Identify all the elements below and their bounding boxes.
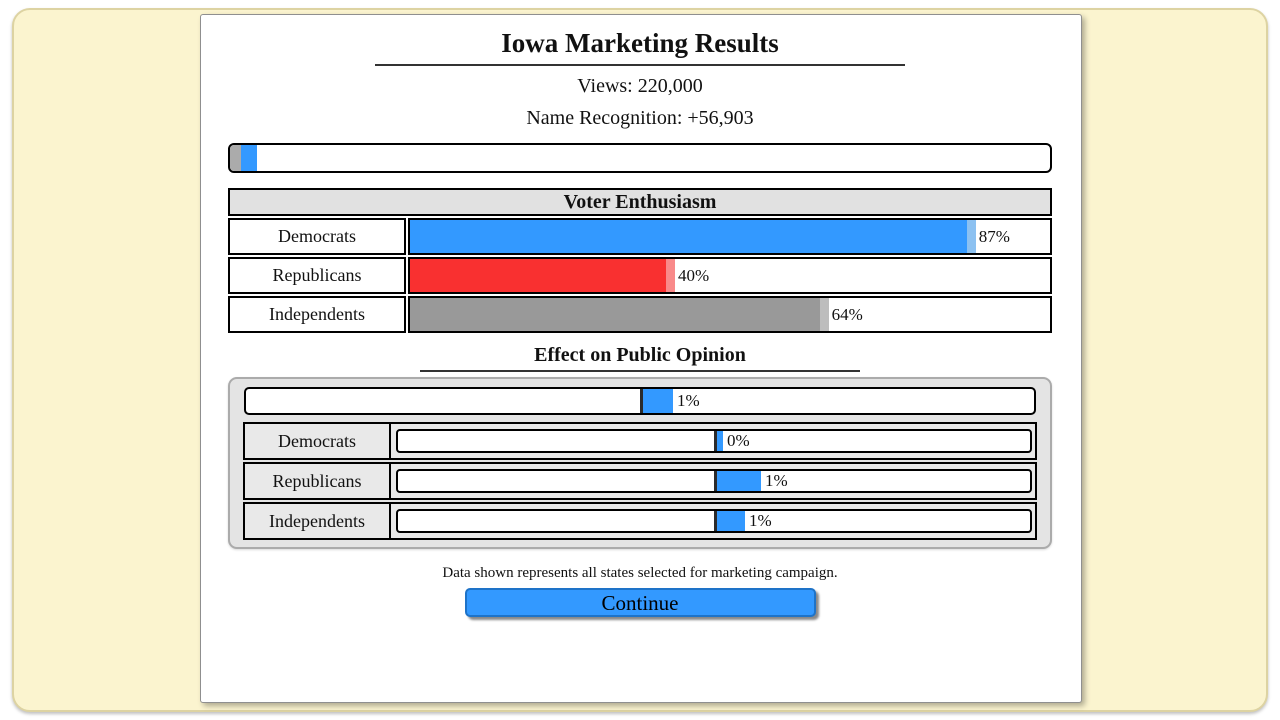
table-row-republicans: Republicans 40%	[228, 257, 1052, 294]
center-marker	[714, 511, 717, 531]
bar-left-half	[246, 389, 640, 413]
bar-fill	[410, 298, 820, 331]
bar-value: 64%	[831, 305, 863, 324]
row-label: Independents	[228, 296, 406, 333]
bar-left-half	[398, 511, 714, 531]
bar-fill	[410, 220, 967, 253]
bar-value: 1%	[765, 471, 788, 490]
bar-value: 1%	[749, 511, 772, 530]
enthusiasm-bar-democrats: 87%	[408, 218, 1052, 255]
row-label: Democrats	[228, 218, 406, 255]
public-opinion-title-wrap: Effect on Public Opinion	[228, 344, 1052, 372]
page-title: Iowa Marketing Results	[375, 28, 905, 66]
caption-text: Data shown represents all states selecte…	[442, 565, 838, 581]
row-label: Democrats	[245, 424, 391, 458]
row-label: Republicans	[228, 257, 406, 294]
bar-left-half	[398, 431, 714, 451]
opinion-bar-independents: 1%	[396, 509, 1032, 533]
bar-value: 40%	[678, 266, 710, 285]
voter-enthusiasm-table: Voter Enthusiasm Democrats 87% Republica…	[228, 188, 1052, 333]
bar-fill	[410, 259, 666, 292]
center-marker	[714, 431, 717, 451]
progress-new-segment	[241, 145, 257, 171]
table-row-democrats: Democrats 87%	[228, 218, 1052, 255]
views-line: Views: 220,000	[577, 75, 703, 97]
bar-tip	[819, 298, 829, 331]
bar-value: 0%	[727, 431, 750, 450]
table-row-republicans: Republicans 1%	[243, 462, 1037, 500]
table-row-independents: Independents 1%	[243, 502, 1037, 540]
center-marker	[714, 471, 717, 491]
public-opinion-title: Effect on Public Opinion	[420, 344, 860, 372]
bar-fill	[643, 389, 673, 413]
bar-tip	[666, 259, 675, 292]
page-title-wrap: Iowa Marketing Results	[228, 28, 1052, 66]
bar-left-half	[398, 471, 714, 491]
bar-zone: 0%	[391, 424, 1035, 458]
results-panel: Iowa Marketing Results Views: 220,000 Na…	[200, 14, 1082, 703]
enthusiasm-bar-independents: 64%	[408, 296, 1052, 333]
opinion-bar-republicans: 1%	[396, 469, 1032, 493]
public-opinion-panel: 1% Democrats 0% Republicans 1%	[228, 377, 1052, 549]
center-marker	[640, 389, 643, 413]
name-recognition-line: Name Recognition: +56,903	[526, 107, 754, 129]
row-label: Republicans	[245, 464, 391, 498]
bar-fill	[717, 511, 745, 531]
opinion-bar-democrats: 0%	[396, 429, 1032, 453]
bar-value: 87%	[978, 227, 1010, 246]
bar-value: 1%	[677, 391, 700, 410]
bar-zone: 1%	[391, 464, 1035, 498]
name-recognition-progress-bar	[228, 143, 1052, 173]
row-label: Independents	[245, 504, 391, 538]
table-row-independents: Independents 64%	[228, 296, 1052, 333]
table-row-democrats: Democrats 0%	[243, 422, 1037, 460]
continue-button-wrap: Continue	[228, 588, 1052, 617]
progress-old-segment	[230, 145, 241, 171]
bar-fill	[717, 471, 761, 491]
enthusiasm-bar-republicans: 40%	[408, 257, 1052, 294]
voter-enthusiasm-header: Voter Enthusiasm	[228, 188, 1052, 216]
continue-button[interactable]: Continue	[464, 588, 816, 617]
bar-fill	[717, 431, 723, 451]
opinion-overall-bar: 1%	[244, 387, 1036, 415]
bar-zone: 1%	[391, 504, 1035, 538]
bar-tip	[966, 220, 976, 253]
